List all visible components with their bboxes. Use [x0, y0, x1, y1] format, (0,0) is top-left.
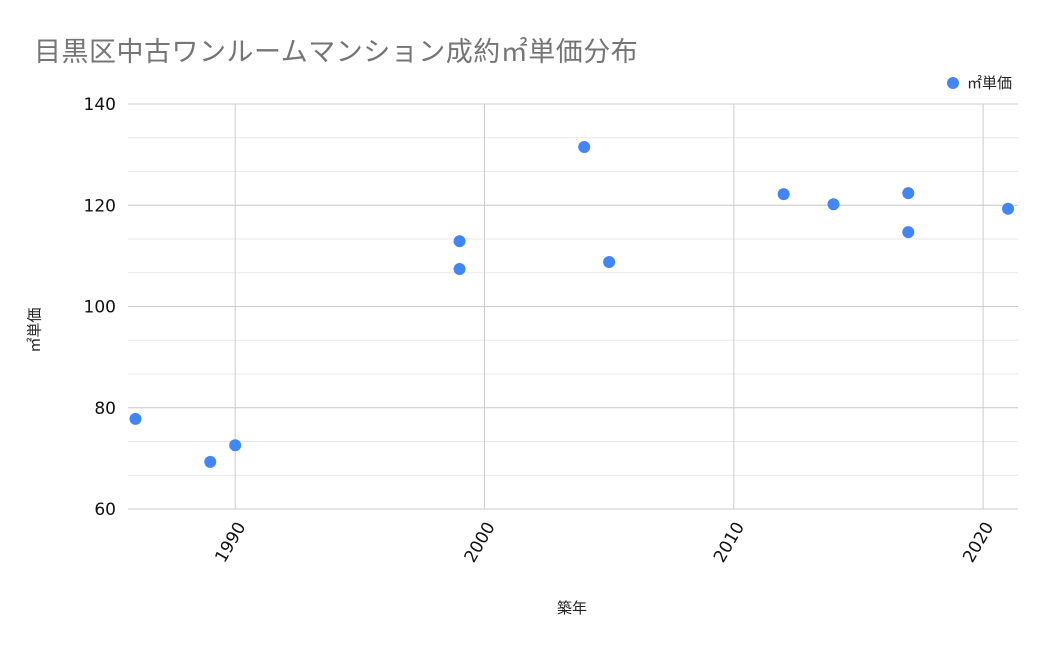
x-tick-label: 2020	[959, 519, 998, 566]
legend-marker-icon	[946, 76, 959, 89]
x-tick-label: 1990	[211, 519, 250, 566]
data-point	[204, 455, 217, 468]
data-point	[603, 255, 616, 268]
y-tick-label: 140	[84, 95, 116, 115]
data-point	[827, 198, 840, 211]
y-tick-label: 120	[84, 196, 116, 216]
y-tick-label: 100	[84, 298, 116, 318]
data-point	[902, 226, 915, 239]
data-point	[902, 187, 915, 200]
x-tick-label: 2000	[461, 519, 500, 566]
y-tick-label: 60	[94, 500, 116, 520]
data-point	[453, 235, 466, 248]
chart-title: 目黒区中古ワンルームマンション成約㎡単価分布	[34, 37, 639, 68]
legend: ㎡単価	[946, 72, 1012, 93]
data-point	[777, 188, 790, 201]
data-point	[1002, 202, 1015, 215]
data-point	[453, 263, 466, 276]
y-axis-title: ㎡単価	[25, 307, 44, 353]
legend-label: ㎡単価	[966, 74, 1012, 92]
data-point	[578, 141, 591, 154]
x-axis-title: 築年	[556, 599, 588, 617]
y-tick-label: 80	[94, 399, 116, 419]
data-point	[229, 439, 242, 452]
x-tick-label: 2010	[710, 519, 749, 566]
data-point	[129, 412, 142, 425]
